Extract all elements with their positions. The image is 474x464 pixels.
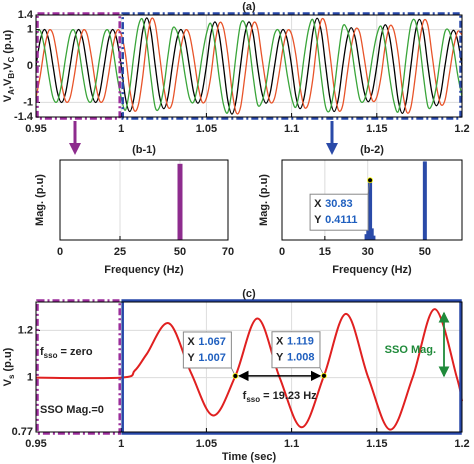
x-axis-label: Frequency (Hz) [332, 264, 412, 276]
x-tick-label: 1.2 [454, 123, 469, 135]
plot-area [60, 160, 228, 240]
x-tick-label: 1.1 [284, 123, 299, 135]
y-tick-label: -1.4 [14, 111, 34, 123]
datatip-label: Y [187, 352, 195, 364]
y-axis-label: Mag. (p.u) [258, 174, 270, 226]
region-box [36, 12, 121, 120]
x-axis-label: Frequency (Hz) [104, 264, 184, 276]
datatip-value: 1.119 [287, 336, 314, 348]
x-tick-label: 1 [118, 438, 124, 450]
annotation: fsso = zero [40, 346, 93, 360]
x-tick-label: 1.05 [196, 123, 217, 135]
y-axis-label: Vs (p.u) [2, 347, 16, 386]
x-tick-label: 0.95 [25, 438, 46, 450]
datatip-box [182, 331, 232, 369]
x-tick-label: 25 [114, 246, 126, 258]
text-part: f [243, 390, 247, 402]
x-tick-label: 30 [362, 246, 374, 258]
text-part: ,V [2, 62, 14, 73]
text-part: f [40, 346, 44, 358]
y-tick-label: 1 [27, 23, 33, 35]
region-box [121, 12, 462, 120]
datatip-point [367, 177, 373, 184]
datatip-point [232, 373, 239, 379]
y-tick-label: 0.77 [12, 426, 33, 438]
plot-frame [59, 159, 229, 241]
plot-frame [281, 159, 463, 241]
chart-title: (b-2) [360, 144, 384, 156]
text-part: sso [44, 351, 58, 360]
plot-frame [35, 14, 463, 118]
datatip-label: Y [314, 214, 322, 226]
chart-title: (a) [242, 1, 256, 13]
x-tick-label: 0 [57, 246, 63, 258]
x-tick-label: 1.2 [454, 438, 469, 450]
line-series [35, 17, 463, 114]
x-tick-label: 1 [118, 123, 124, 135]
text-part: sso [246, 395, 260, 404]
datatip-label: Y [276, 352, 284, 364]
datatip-value: 30.83 [325, 198, 353, 210]
datatip-box [309, 193, 369, 231]
annotation: SSO Mag.=0 [40, 404, 104, 416]
text-part: V [2, 378, 14, 386]
chart-title: (c) [242, 288, 256, 300]
x-tick-label: 1.05 [196, 438, 217, 450]
datatip-value: 1.008 [287, 352, 315, 364]
bar [422, 161, 427, 240]
bar [177, 163, 183, 240]
text-part: (p.u) [2, 29, 14, 56]
x-tick-label: 1.15 [366, 438, 387, 450]
x-tick-label: 15 [319, 246, 331, 258]
text-part: V [2, 94, 14, 102]
text-part: ,V [2, 78, 14, 89]
y-axis-label: VA,VB,VC (p.u) [2, 29, 16, 102]
datatip-point [321, 372, 327, 379]
x-axis-label: Time (sec) [222, 451, 277, 463]
datatip-value: 1.007 [198, 352, 226, 364]
annotation: SSO Mag. [385, 344, 436, 356]
plot-area [36, 302, 462, 432]
x-tick-label: 1.1 [284, 438, 299, 450]
bar [371, 235, 376, 240]
chart-title: (b-1) [132, 144, 156, 156]
y-tick-label: 1.4 [18, 9, 34, 21]
datatip-label: X [187, 336, 195, 348]
x-tick-label: 50 [419, 246, 431, 258]
text-part: B [7, 73, 16, 79]
datatip-value: 1.067 [198, 336, 226, 348]
y-tick-label: -1 [23, 96, 33, 108]
text-part: C [7, 56, 16, 62]
datatip-box [271, 331, 321, 369]
x-tick-label: 0.95 [25, 123, 46, 135]
datatip-value: 0.4111 [325, 214, 357, 226]
x-tick-label: 50 [174, 246, 186, 258]
datatip-label: X [276, 336, 284, 348]
y-tick-label: 1 [27, 372, 33, 384]
y-tick-label: 0 [27, 60, 33, 72]
y-axis-label: Mag. (p.u) [34, 174, 46, 226]
datatip-label: X [314, 198, 322, 210]
x-tick-label: 1.15 [366, 123, 387, 135]
text-part: = zero [57, 346, 92, 358]
line-series [35, 17, 463, 115]
x-tick-label: 0 [279, 246, 285, 258]
text-part: s [7, 374, 16, 379]
region-box [121, 299, 462, 435]
x-tick-label: 70 [222, 246, 234, 258]
text-part: (p.u) [2, 347, 14, 374]
annotation: fsso = 19.23 Hz [243, 390, 318, 404]
text-part: = 19.23 Hz [260, 390, 317, 402]
plot-frame [35, 301, 463, 433]
region-box [36, 299, 121, 435]
bar [369, 228, 374, 240]
text-part: A [7, 89, 16, 95]
bar [368, 180, 373, 240]
y-tick-label: 1.2 [18, 324, 33, 336]
